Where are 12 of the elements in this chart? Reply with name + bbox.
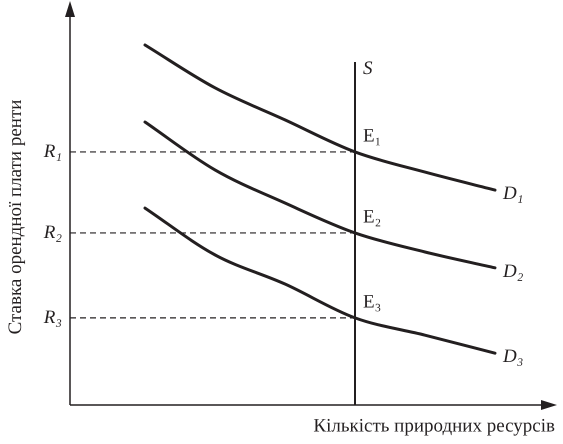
series-label: D₂ [502,260,524,282]
annotation: E₁ [363,125,382,146]
series-label: D₁ [502,183,524,204]
series-label: D₃ [502,346,524,368]
annotation: E₂ [363,206,382,228]
annotation: E₃ [363,291,382,312]
ref-line-label: R₂ [42,222,62,243]
y-axis-title: Ставка орендної плати ренти [4,100,26,334]
ref-line-label: R₃ [42,306,62,328]
ref-line-label: R₁ [42,140,62,162]
x-axis-title: Кількість природних ресурсів [313,415,556,436]
annotation: S [363,58,373,79]
